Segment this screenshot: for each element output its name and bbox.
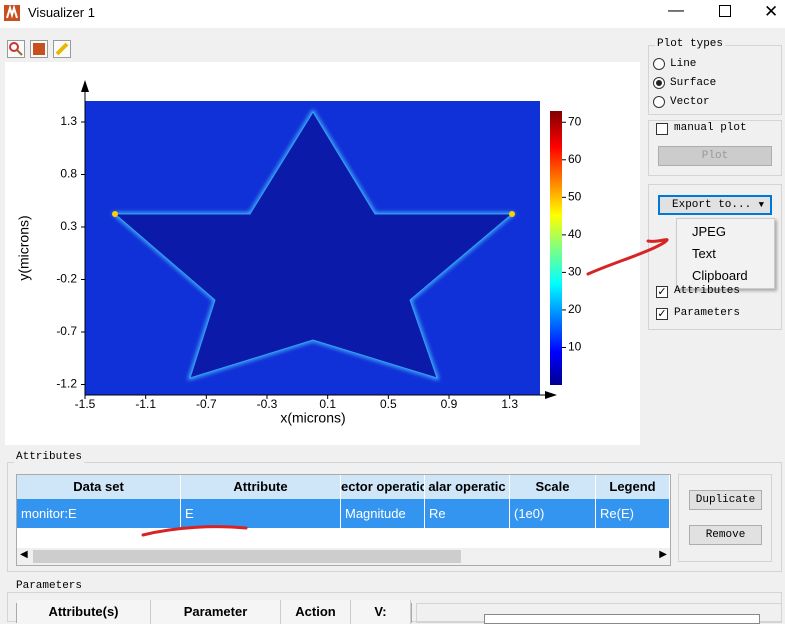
colorbar-tick-label: 30 (568, 265, 582, 279)
close-button[interactable]: ✕ (764, 2, 779, 21)
radio-label: Line (670, 58, 697, 70)
table-cell: monitor:E (17, 499, 181, 528)
checkbox-label: manual plot (674, 122, 747, 134)
group-title: Attributes (14, 451, 85, 463)
hotspot (509, 211, 515, 217)
radio-dot (656, 80, 662, 86)
column-header: ector operatio (341, 475, 425, 499)
menu-item[interactable]: Clipboard (692, 268, 748, 283)
x-tick-label: 0.9 (441, 397, 458, 411)
maximize-button[interactable] (719, 5, 731, 17)
plot-area: x(microns) y(microns) -1.5 -1.1 -0.7 -0.3 0.… (5, 62, 640, 445)
column-header: Parameter (151, 600, 281, 624)
attributes-table: ◀ ▶ Data set Attribute ector operatio alar o… (16, 474, 671, 566)
column-header: alar operatic (425, 475, 510, 499)
y-tick-label: 0.8 (60, 167, 77, 181)
table-cell: Re(E) (596, 499, 670, 528)
column-header: Data set (17, 475, 181, 499)
checkbox[interactable] (656, 123, 668, 135)
column-header: Attribute(s) (17, 600, 151, 624)
checkbox-label: Attributes (674, 285, 741, 297)
column-header: Legend (596, 475, 670, 499)
action-button[interactable]: Remove (689, 525, 762, 545)
dropdown-arrow: ▼ (758, 200, 764, 210)
export-menu: JPEG Text Clipboard (676, 218, 775, 289)
colorbar-tick-label: 10 (568, 340, 582, 354)
x-tick-label: -1.5 (75, 397, 96, 411)
radio-label: Vector (670, 96, 710, 108)
y-tick-label: 0.3 (60, 219, 77, 233)
title-bar: Visualizer 1 — ✕ (0, 0, 785, 28)
radio-button[interactable] (653, 77, 665, 89)
app-icon (4, 5, 20, 21)
window-title: Visualizer 1 (28, 5, 95, 20)
radio-label: Surface (670, 77, 717, 89)
x-axis-label: x(microns) (280, 410, 345, 426)
checkbox[interactable]: ✓ (656, 286, 668, 298)
star-field (113, 111, 514, 379)
colorbar-tick-label: 50 (568, 190, 582, 204)
group-title: Parameters (14, 580, 85, 592)
hotspot (112, 211, 118, 217)
colorbar-tick-label: 40 (568, 227, 582, 241)
scroll-thumb[interactable] (33, 550, 461, 563)
x-tick-label: 0.1 (319, 397, 336, 411)
logo-tool[interactable] (30, 40, 48, 58)
edit-tool[interactable] (53, 40, 71, 58)
x-tick-label: 1.3 (501, 397, 518, 411)
minimize-button[interactable]: — (668, 2, 684, 19)
radio-button[interactable] (653, 96, 665, 108)
attributes-group (7, 462, 782, 572)
x-tick-label: -0.7 (196, 397, 217, 411)
button-group (678, 474, 772, 562)
y-tick-label: -1.2 (56, 377, 77, 391)
export-dropdown[interactable]: Export to... ▼ (658, 195, 772, 215)
parameters-table: Attribute(s) Parameter Action V: (16, 600, 412, 624)
horizontal-scrollbar[interactable]: ◀ ▶ (17, 548, 670, 565)
value-field[interactable] (484, 614, 760, 624)
y-axis-arrow (81, 80, 89, 92)
table-cell: Magnitude (341, 499, 425, 528)
column-header: Scale (510, 475, 596, 499)
menu-item[interactable]: JPEG (692, 224, 726, 239)
y-tick-label: -0.2 (56, 272, 77, 286)
selected-row[interactable] (17, 499, 670, 528)
table-cell: (1e0) (510, 499, 596, 528)
menu-item[interactable]: Text (692, 246, 716, 261)
plot-button[interactable]: Plot (658, 146, 772, 166)
colorbar-tick-label: 70 (568, 114, 582, 128)
x-tick-label: -1.1 (135, 397, 156, 411)
table-cell: E (181, 499, 341, 528)
column-header: Attribute (181, 475, 341, 499)
action-button[interactable]: Duplicate (689, 490, 762, 510)
y-axis-label: y(microns) (16, 215, 32, 280)
x-axis-arrow (545, 391, 557, 399)
table-header (17, 475, 670, 499)
colorbar-tick-label: 60 (568, 152, 582, 166)
table-cell: Re (425, 499, 510, 528)
colorbar-tick-label: 20 (568, 302, 582, 316)
zoom-tool[interactable] (7, 40, 25, 58)
colorbar (550, 111, 562, 385)
x-tick-label: -0.3 (257, 397, 278, 411)
manual-plot-group (648, 120, 782, 176)
dropdown-label: Export to... (672, 199, 752, 211)
y-tick-label: -0.7 (56, 324, 77, 338)
group-title: Plot types (655, 38, 726, 50)
checkbox[interactable]: ✓ (656, 308, 668, 320)
radio-button[interactable] (653, 58, 665, 70)
y-tick-label: 1.3 (60, 114, 77, 128)
column-header: V: (351, 600, 411, 624)
column-header: Action (281, 600, 351, 624)
x-tick-label: 0.5 (380, 397, 397, 411)
checkbox-label: Parameters (674, 307, 741, 319)
